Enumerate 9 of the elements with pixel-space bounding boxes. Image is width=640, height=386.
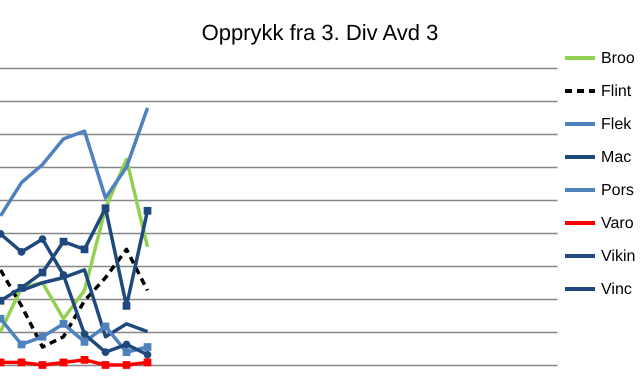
legend-label: Pors (601, 182, 634, 199)
legend-label: Flint (601, 83, 632, 100)
legend-label: Vinc (601, 281, 632, 298)
chart-title: Opprykk fra 3. Div Avd 3 (202, 20, 438, 45)
legend-label: Vikin (601, 248, 636, 265)
legend-label: Mac (601, 149, 632, 166)
legend-label: Flek (601, 116, 632, 133)
legend-label: Varo (601, 215, 634, 232)
legend-label: Broo (601, 50, 635, 67)
